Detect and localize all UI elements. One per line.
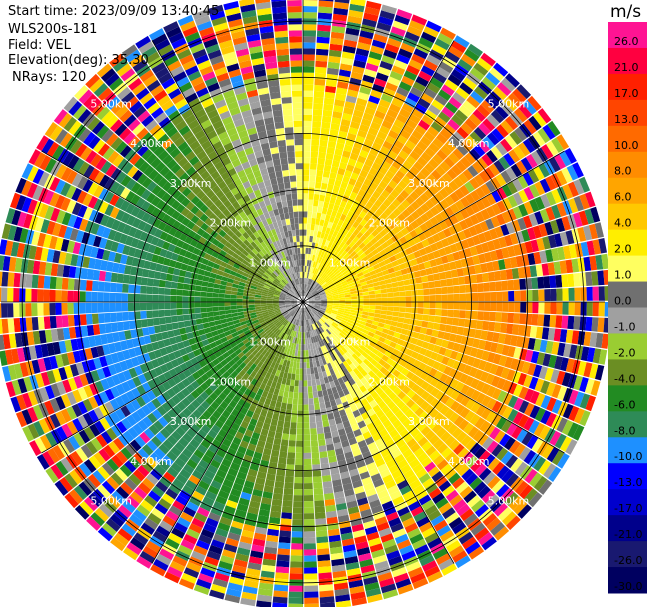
range-label: 5.00km — [488, 495, 530, 508]
colorbar-swatch — [608, 437, 647, 464]
range-label: 3.00km — [408, 415, 450, 428]
colorbar-swatch — [608, 359, 647, 386]
colorbar-swatch — [608, 515, 647, 542]
colorbar-tick-label: -4.0 — [614, 372, 635, 385]
azimuth-line — [302, 150, 565, 303]
colorbar-swatch — [608, 229, 647, 257]
colorbar-tick-label: -8.0 — [614, 424, 635, 437]
range-label: 4.00km — [448, 455, 490, 468]
colorbar-swatch — [608, 385, 647, 412]
colorbar-units: m/s — [610, 2, 641, 22]
colorbar-tick-label: -26.0 — [614, 554, 642, 567]
colorbar-tick-label: 26.0 — [614, 35, 639, 48]
colorbar-tick-label: -13.0 — [614, 476, 642, 489]
colorbar-swatch — [608, 541, 647, 568]
colorbar-tick-label: -21.0 — [614, 528, 642, 541]
colorbar-tick-label: -17.0 — [614, 502, 642, 515]
colorbar-tick-label: -2.0 — [614, 346, 635, 359]
range-label: 2.00km — [210, 375, 252, 388]
azimuth-line — [151, 40, 304, 303]
range-label: 5.00km — [90, 97, 132, 110]
colorbar-tick-label: 4.0 — [614, 217, 632, 230]
range-label: 1.00km — [329, 256, 371, 269]
colorbar-swatch — [608, 411, 647, 438]
range-label: 4.00km — [448, 137, 490, 150]
instrument-text: WLS200s-181 — [8, 22, 98, 37]
azimuth-line — [302, 40, 455, 303]
azimuth-line — [302, 301, 565, 454]
colorbar-swatch — [608, 489, 647, 516]
range-label: 2.00km — [368, 375, 410, 388]
range-label: 2.00km — [368, 217, 410, 230]
range-label: 5.00km — [90, 495, 132, 508]
range-label: 1.00km — [249, 256, 291, 269]
colorbar-swatch — [608, 73, 647, 101]
colorbar-tick-label: -1.0 — [614, 320, 635, 333]
field-text: Field: VEL — [8, 38, 71, 53]
colorbar-tick-label: 8.0 — [614, 165, 632, 178]
range-label: 1.00km — [329, 336, 371, 349]
colorbar-tick-label: -30.0 — [614, 580, 642, 593]
azimuth-line — [41, 150, 304, 303]
colorbar-swatch — [608, 22, 647, 49]
start-time-text: Start time: 2023/09/09 13:40:45 — [8, 4, 220, 19]
colorbar-tick-label: 6.0 — [614, 191, 632, 204]
colorbar-swatch — [608, 567, 647, 594]
colorbar-tick-label: 10.0 — [614, 139, 639, 152]
colorbar-swatch — [608, 151, 647, 179]
colorbar-tick-label: 2.0 — [614, 243, 632, 256]
range-label: 3.00km — [170, 415, 212, 428]
colorbar-tick-label: 17.0 — [614, 87, 639, 100]
colorbar-swatch — [608, 203, 647, 231]
colorbar-tick-label: 0.0 — [614, 295, 632, 308]
azimuth-line — [151, 301, 304, 564]
colorbar-swatch — [608, 177, 647, 205]
azimuth-line — [41, 301, 304, 454]
colorbar-tick-label: 1.0 — [614, 269, 632, 282]
range-label: 3.00km — [408, 177, 450, 190]
azimuth-line — [302, 301, 455, 564]
range-label: 5.00km — [488, 97, 530, 110]
colorbar-tick-label: 21.0 — [614, 61, 639, 74]
colorbar-swatch — [608, 125, 647, 153]
colorbar-swatch — [608, 333, 647, 360]
colorbar-swatch — [608, 463, 647, 490]
colorbar-swatch — [608, 99, 647, 127]
nrays-text: NRays: 120 — [12, 70, 87, 85]
range-label: 3.00km — [170, 177, 212, 190]
colorbar-tick-label: 13.0 — [614, 113, 639, 126]
elevation-text: Elevation(deg): 35.30 — [8, 53, 149, 68]
range-label: 1.00km — [249, 336, 291, 349]
colorbar-tick-label: -6.0 — [614, 398, 635, 411]
range-label: 4.00km — [130, 455, 172, 468]
range-label: 4.00km — [130, 137, 172, 150]
colorbar-swatch — [608, 281, 647, 308]
colorbar-tick-label: -10.0 — [614, 450, 642, 463]
colorbar-swatch — [608, 307, 647, 334]
colorbar-swatch — [608, 255, 647, 283]
range-label: 2.00km — [210, 217, 252, 230]
velocity-gates — [0, 0, 611, 607]
colorbar-swatch — [608, 47, 647, 75]
